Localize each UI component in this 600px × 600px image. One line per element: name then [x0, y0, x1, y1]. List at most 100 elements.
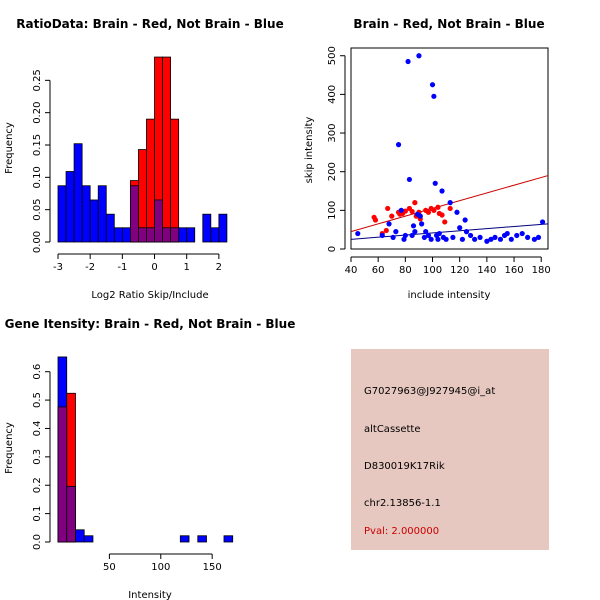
- ratio-bar-notbrain-17: [202, 213, 212, 243]
- scatter-point-notbrain-0: [355, 230, 361, 237]
- scatter-point-notbrain-32: [450, 234, 456, 241]
- probe-info-panel: G7027963@J927945@i_at altCassette D83001…: [351, 349, 549, 550]
- intensity-x-tick-label: 150: [203, 562, 222, 573]
- intensity-bar-notbrain-4: [179, 535, 190, 543]
- ratio-histogram-axes: -3 -2 -1 0 1 2 0.00 0.05 0.10 0.15 0.20 0.25: [32, 69, 222, 273]
- scatter-point-notbrain-43: [492, 234, 498, 241]
- intensity-bar-overlap-0: [57, 406, 68, 543]
- ratio-bar-overlap-2: [146, 227, 155, 243]
- ratio-bar-notbrain-18: [210, 227, 220, 243]
- ratio-x-tick-label: -2: [85, 262, 95, 273]
- scatter-point-notbrain-53: [539, 219, 546, 225]
- intensity-bar-overlap-1: [66, 485, 76, 543]
- scatter-point-brain-3: [383, 227, 389, 234]
- scatter-point-notbrain-10: [406, 176, 413, 183]
- ratio-x-tick-label: 0: [151, 262, 157, 273]
- ratio-bar-notbrain-2: [73, 143, 83, 243]
- intensity-y-tick-label: 0.4: [32, 421, 43, 437]
- ratio-bar-notbrain-6: [105, 213, 115, 243]
- ratio-bar-notbrain-19: [218, 213, 228, 243]
- scatter-point-notbrain-17: [419, 221, 425, 227]
- ratio-bar-brain-4: [162, 56, 172, 243]
- scatter-y-tick-label: 200: [327, 162, 338, 181]
- scatter-y-tick-label: 100: [327, 201, 338, 220]
- intensity-bar-notbrain-2: [75, 529, 85, 543]
- scatter-point-notbrain-15: [416, 53, 422, 59]
- probe-id-text: G7027963@J927945@i_at: [364, 386, 496, 397]
- ratio-bar-overlap-1: [138, 227, 147, 243]
- scatter-x-tick-label: 40: [345, 265, 358, 276]
- scatter-y-tick-label: 0: [327, 246, 338, 252]
- scatter-point-notbrain-13: [412, 229, 418, 235]
- scatter-ylabel: skip intensity: [304, 117, 315, 184]
- ratio-histogram-panel: RatioData: Brain - Red, Not Brain - Blue…: [4, 17, 284, 301]
- scatter-point-brain-12: [412, 200, 418, 206]
- scatter-point-brain-19: [431, 207, 437, 213]
- scatter-point-notbrain-19: [423, 229, 429, 235]
- scatter-point-notbrain-28: [439, 188, 445, 194]
- intensity-x-tick-label: 100: [151, 562, 170, 573]
- ratio-bar-overlap-5: [170, 227, 180, 243]
- intensity-y-tick-label: 0.1: [32, 506, 43, 522]
- intensity-x-tick-label: 50: [103, 562, 116, 573]
- event-type-text: altCassette: [364, 424, 421, 435]
- scatter-point-notbrain-9: [405, 58, 411, 65]
- intensity-bar-notbrain-6: [223, 535, 234, 543]
- intensity-bar-notbrain-5: [197, 535, 207, 543]
- scatter-point-brain-1: [372, 217, 379, 223]
- scatter-point-notbrain-37: [463, 229, 470, 235]
- scatter-point-notbrain-26: [435, 236, 441, 242]
- ratio-bar-notbrain-7: [113, 227, 123, 243]
- ratio-bar-brain-2: [146, 118, 155, 243]
- scatter-point-notbrain-52: [535, 234, 542, 241]
- location-text: chr2.13856-1.1: [364, 498, 441, 509]
- ratio-y-tick-label: 0.00: [32, 231, 43, 253]
- ratio-bar-notbrain-16: [186, 227, 196, 243]
- scatter-x-tick-label: 180: [532, 265, 551, 276]
- scatter-y-tick-label: 300: [327, 123, 338, 142]
- scatter-point-brain-9: [402, 208, 408, 214]
- ratio-histogram-xlabel: Log2 Ratio Skip/Include: [91, 290, 208, 301]
- scatter-point-notbrain-22: [429, 82, 436, 88]
- scatter-point-notbrain-12: [410, 223, 417, 229]
- scatter-point-notbrain-34: [457, 225, 463, 231]
- scatter-point-brain-20: [435, 204, 441, 210]
- intensity-histogram-panel: Gene Itensity: Brain - Red, Not Brain - …: [4, 317, 295, 600]
- ratio-x-tick-label: 1: [184, 262, 190, 273]
- scatter-point-notbrain-47: [508, 236, 514, 242]
- scatter-point-notbrain-11: [409, 232, 415, 239]
- scatter-point-notbrain-27: [436, 230, 442, 237]
- scatter-y-tick-label: 400: [327, 85, 338, 104]
- scatter-point-notbrain-33: [454, 209, 460, 215]
- scatter-point-brain-22: [439, 212, 445, 218]
- ratio-bar-overlap-4: [162, 227, 172, 243]
- scatter-x-tick-label: 100: [423, 265, 442, 276]
- scatter-point-notbrain-4: [393, 229, 399, 235]
- scatter-point-notbrain-3: [390, 234, 396, 241]
- scatter-point-brain-24: [447, 205, 453, 212]
- scatter-y-tick-label: 500: [327, 46, 338, 65]
- ratio-bar-notbrain-4: [89, 199, 99, 243]
- scatter-title: Brain - Red, Not Brain - Blue: [353, 17, 544, 31]
- scatter-point-notbrain-16: [417, 213, 423, 219]
- ratio-bar-notbrain-8: [121, 227, 131, 243]
- scatter-x-tick-label: 120: [450, 265, 469, 276]
- scatter-point-notbrain-21: [428, 236, 434, 242]
- ratio-histogram-ylabel: Frequency: [4, 122, 15, 174]
- scatter-point-notbrain-44: [497, 236, 504, 242]
- scatter-point-notbrain-41: [484, 238, 490, 244]
- intensity-histogram-title: Gene Itensity: Brain - Red, Not Brain - …: [5, 317, 296, 331]
- intensity-histogram-ylabel: Frequency: [4, 422, 15, 474]
- ratio-y-tick-label: 0.05: [32, 199, 43, 221]
- scatter-point-notbrain-2: [386, 221, 392, 227]
- ratio-bar-notbrain-3: [81, 185, 91, 243]
- scatter-point-notbrain-46: [504, 230, 510, 237]
- ratio-bar-overlap-0: [129, 185, 139, 243]
- scatter-point-notbrain-5: [395, 142, 402, 148]
- ratio-x-tick-label: -3: [53, 262, 63, 273]
- scatter-x-tick-label: 160: [504, 265, 523, 276]
- intensity-y-tick-label: 0.3: [32, 449, 43, 465]
- intensity-y-tick-label: 0.5: [32, 392, 43, 408]
- intensity-histogram-axes: 50 100 150 0.0 0.1 0.2 0.3 0.4 0.5 0.6: [32, 364, 222, 573]
- scatter-point-notbrain-36: [462, 217, 468, 223]
